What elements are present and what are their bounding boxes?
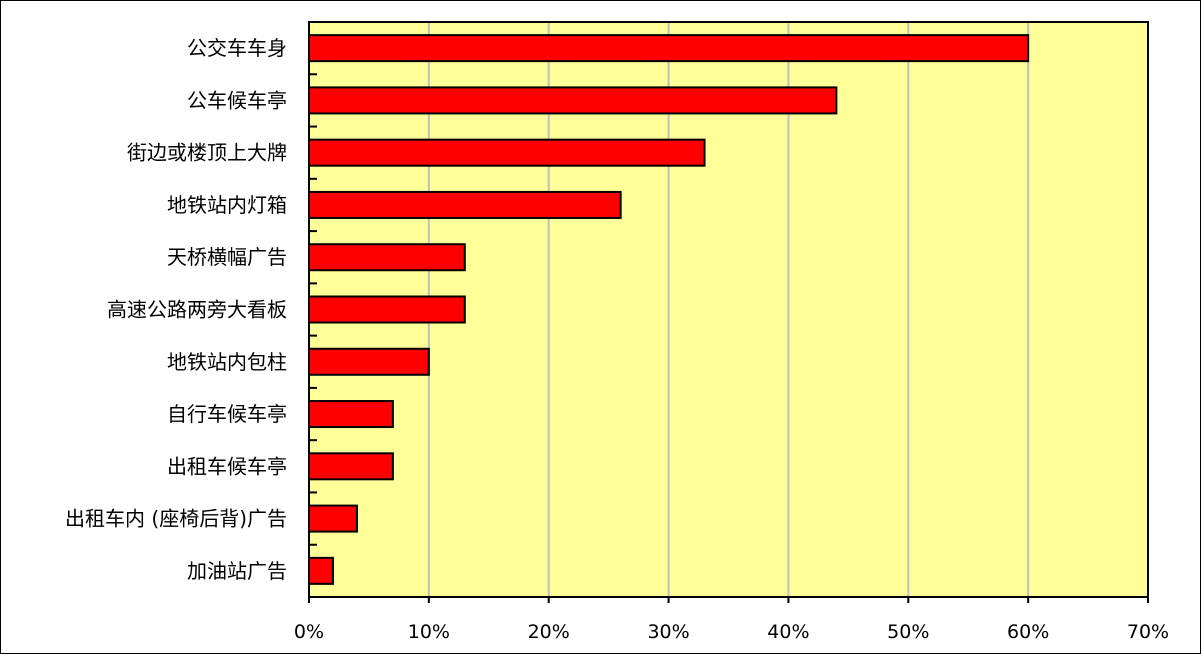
plot-border — [308, 21, 1149, 598]
x-tick-label: 70% — [1127, 621, 1169, 643]
category-label: 公交车车身 — [187, 36, 287, 60]
x-tick-label: 10% — [408, 621, 450, 643]
x-tick-label: 0% — [294, 621, 324, 643]
bar — [308, 243, 466, 272]
bar — [308, 86, 838, 115]
category-label: 自行车候车亭 — [167, 402, 287, 426]
category-label: 出租车候车亭 — [167, 454, 287, 478]
bar — [308, 347, 430, 376]
category-label: 天桥横幅广告 — [167, 245, 287, 269]
category-label: 公车候车亭 — [187, 88, 287, 112]
x-tick-label: 60% — [1007, 621, 1049, 643]
x-tick-label: 40% — [767, 621, 809, 643]
category-label: 高速公路两旁大看板 — [107, 298, 287, 322]
bar — [308, 138, 706, 167]
x-tick-label: 20% — [528, 621, 570, 643]
category-label: 地铁站内灯箱 — [167, 193, 287, 217]
category-label: 出租车内 (座椅后背)广告 — [65, 507, 287, 531]
bar — [308, 295, 466, 324]
bar — [308, 504, 358, 533]
category-label: 加油站广告 — [187, 559, 287, 583]
x-tick-label: 30% — [647, 621, 689, 643]
category-label: 街边或楼顶上大牌 — [127, 141, 287, 165]
bar — [308, 190, 622, 219]
bar — [308, 452, 394, 481]
x-tick-label: 50% — [887, 621, 929, 643]
bar — [308, 400, 394, 429]
bar — [308, 34, 1030, 63]
category-label: 地铁站内包柱 — [167, 350, 287, 374]
bar — [308, 556, 334, 585]
